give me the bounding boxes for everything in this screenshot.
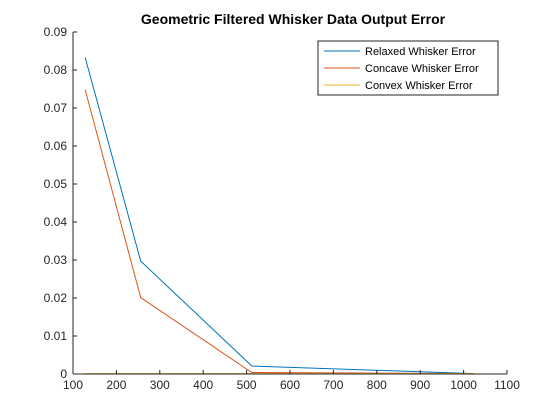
y-tick-label: 0.06 bbox=[44, 139, 68, 153]
y-tick-label: 0.01 bbox=[44, 329, 68, 343]
x-tick-label: 500 bbox=[237, 378, 257, 392]
x-tick-label: 200 bbox=[106, 378, 126, 392]
x-tick-label: 600 bbox=[280, 378, 300, 392]
y-tick-label: 0.09 bbox=[44, 25, 68, 39]
x-tick-label: 1000 bbox=[450, 378, 477, 392]
y-tick-label: 0.03 bbox=[44, 253, 68, 267]
legend-label-1: Concave Whisker Error bbox=[365, 63, 479, 75]
y-tick-label: 0.04 bbox=[44, 215, 68, 229]
legend: Relaxed Whisker Error Concave Whisker Err… bbox=[317, 40, 499, 96]
y-tick-label: 0 bbox=[60, 367, 67, 381]
chart-title: Geometric Filtered Whisker Data Output E… bbox=[141, 11, 446, 27]
legend-label-0: Relaxed Whisker Error bbox=[365, 46, 476, 58]
x-tick-label: 100 bbox=[63, 378, 83, 392]
series-line-1 bbox=[84, 89, 475, 375]
x-tick-label: 700 bbox=[323, 378, 343, 392]
y-tick-label: 0.02 bbox=[44, 291, 68, 305]
x-tick-label: 300 bbox=[150, 378, 170, 392]
x-tick-label: 1100 bbox=[494, 378, 520, 392]
axes-layer: 100 200 300 400 500 600 700 800 900 1000 1100 0 0.01… bbox=[44, 25, 521, 392]
legend-label-2: Convex Whisker Error bbox=[365, 80, 473, 92]
y-tick-label: 0.05 bbox=[44, 177, 68, 191]
series-line-0 bbox=[84, 57, 475, 375]
x-tick-label: 400 bbox=[193, 378, 213, 392]
x-tick-label: 900 bbox=[410, 378, 430, 392]
y-tick-label: 0.08 bbox=[44, 63, 68, 77]
y-tick-label: 0.07 bbox=[44, 101, 68, 115]
x-tick-label: 800 bbox=[367, 378, 387, 392]
